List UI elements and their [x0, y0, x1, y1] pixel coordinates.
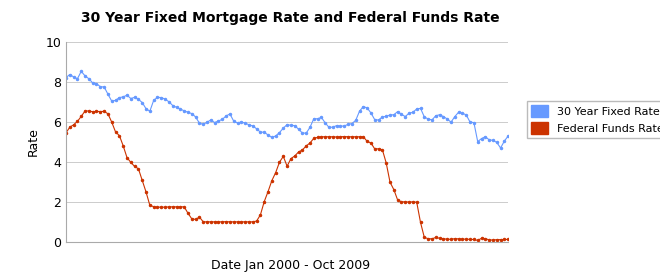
Text: 30 Year Fixed Mortgage Rate and Federal Funds Rate: 30 Year Fixed Mortgage Rate and Federal … — [81, 11, 500, 25]
Legend: 30 Year Fixed Rate, Federal Funds Rate: 30 Year Fixed Rate, Federal Funds Rate — [527, 101, 660, 138]
Y-axis label: Rate: Rate — [26, 127, 40, 156]
Text: Date Jan 2000 - Oct 2009: Date Jan 2000 - Oct 2009 — [211, 259, 370, 272]
